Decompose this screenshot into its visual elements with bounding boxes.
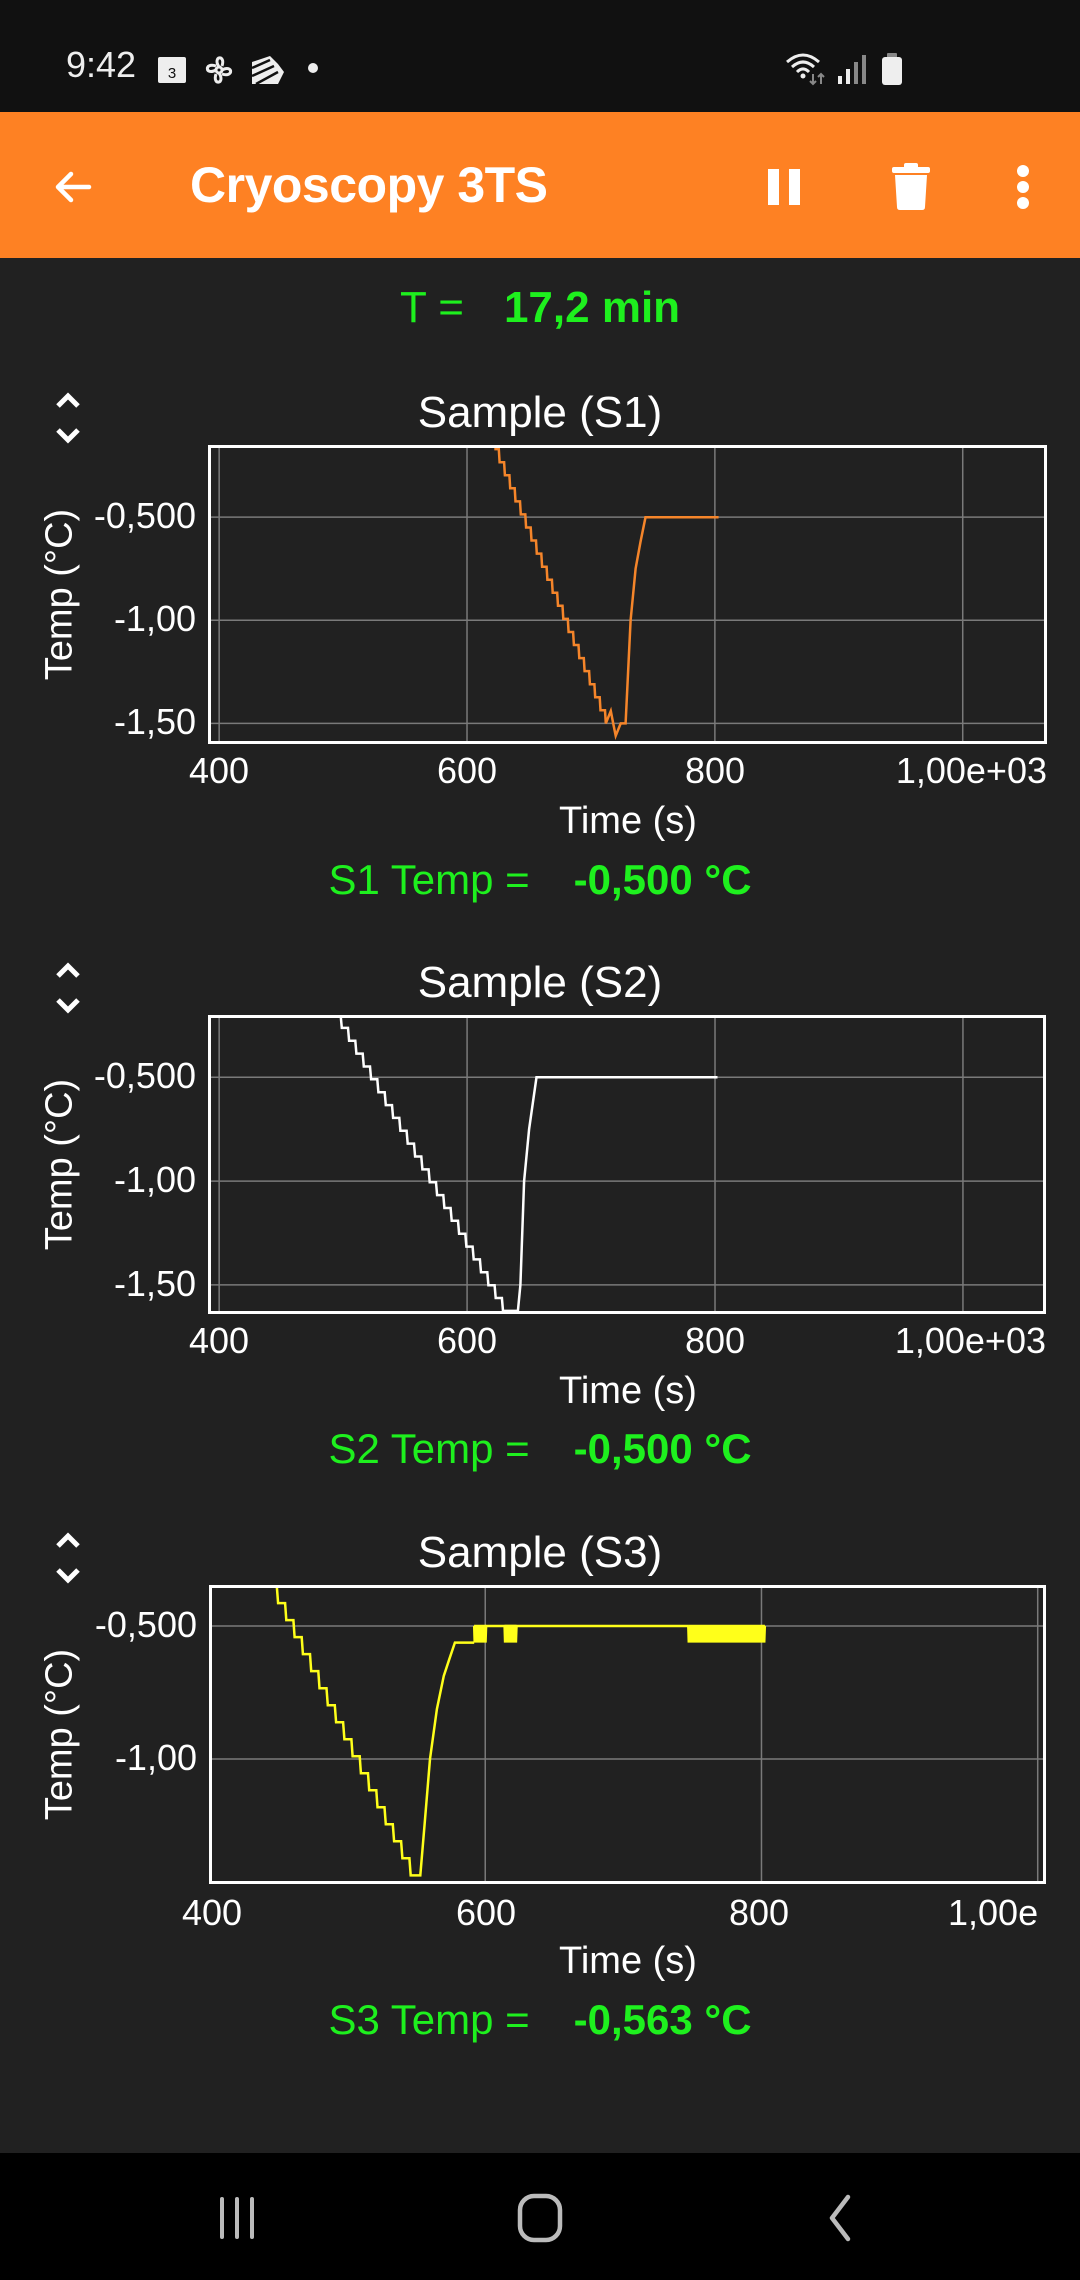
status-bar: 9:42 3 <box>0 0 1080 112</box>
x-tick-label: 800 <box>728 1892 790 1933</box>
elapsed-time-value: 17,2 min <box>503 283 681 332</box>
nav-back-icon <box>829 2194 851 2242</box>
y-tick-label: -1,50 <box>113 1263 196 1304</box>
svg-text:3: 3 <box>168 65 176 82</box>
temperature-trace <box>494 447 719 741</box>
more-options-button[interactable] <box>978 142 1068 232</box>
home-button[interactable] <box>480 2178 600 2258</box>
pause-button[interactable] <box>740 142 830 232</box>
delete-icon <box>892 163 930 210</box>
battery-icon <box>882 53 902 85</box>
chart-title: Sample (S3) <box>417 1528 663 1577</box>
x-tick-label: 600 <box>436 750 498 791</box>
x-tick-label: 400 <box>181 1892 243 1933</box>
plot-area[interactable] <box>209 1585 1046 1884</box>
temp-readout-s2: S2 Temp = -0,500 °C <box>0 1425 1080 1473</box>
x-tick-label: 600 <box>455 1892 517 1933</box>
more-vert-icon <box>1017 165 1029 209</box>
expand-collapse-toggle[interactable] <box>48 1530 88 1590</box>
expand-collapse-icon <box>56 962 80 1014</box>
expand-collapse-toggle[interactable] <box>48 960 88 1020</box>
temperature-trace <box>269 1585 475 1877</box>
fan-icon <box>205 56 233 84</box>
temp-readout-value: -0,563 °C <box>573 1996 752 2043</box>
back-button[interactable] <box>28 142 118 232</box>
expand-collapse-icon <box>56 1532 80 1584</box>
temperature-trace <box>334 1015 718 1313</box>
arrow-back-icon <box>55 171 92 203</box>
x-tick-label: 800 <box>684 1320 746 1361</box>
delete-button[interactable] <box>866 142 956 232</box>
chart-title: Sample (S1) <box>417 388 663 437</box>
plot-area[interactable] <box>208 445 1047 744</box>
notification-dot-icon <box>308 63 318 73</box>
plot-frame <box>208 1015 1046 1314</box>
calendar-icon: 3 <box>158 57 186 83</box>
plot-frame <box>208 445 1047 744</box>
temp-readout-label: S3 Temp = <box>328 1996 530 2043</box>
status-time: 9:42 <box>66 44 137 85</box>
temp-readout-label: S1 Temp = <box>328 856 530 903</box>
chart-title: Sample (S2) <box>417 958 663 1007</box>
expand-collapse-toggle[interactable] <box>48 390 88 450</box>
x-tick-label: 1,00e <box>948 1892 1039 1933</box>
y-tick-label: -0,500 <box>94 1604 197 1645</box>
y-tick-label: -0,500 <box>93 1055 196 1096</box>
elapsed-time: T = 17,2 min <box>0 283 1080 333</box>
x-axis-title: Time (s) <box>559 800 697 842</box>
x-tick-label: 400 <box>188 750 250 791</box>
elapsed-time-label: T = <box>399 283 464 332</box>
y-tick-label: -1,00 <box>113 598 196 639</box>
home-icon <box>517 2193 563 2243</box>
app-bar: Cryoscopy 3TS <box>0 112 1080 258</box>
recents-button[interactable] <box>177 2178 297 2258</box>
noise-trace <box>503 1624 518 1643</box>
noise-trace <box>687 1624 767 1643</box>
y-tick-label: -1,00 <box>114 1737 197 1778</box>
temp-readout-label: S2 Temp = <box>328 1425 530 1472</box>
system-nav-bar <box>0 2153 1080 2280</box>
x-tick-label: 600 <box>436 1320 498 1361</box>
expand-collapse-icon <box>56 392 80 444</box>
temp-readout-s3: S3 Temp = -0,563 °C <box>0 1996 1080 2044</box>
pause-icon <box>768 169 800 205</box>
noise-trace <box>472 1624 488 1643</box>
y-tick-label: -0,500 <box>93 495 196 536</box>
app-title: Cryoscopy 3TS <box>190 157 548 213</box>
plot-area[interactable] <box>208 1015 1046 1314</box>
x-tick-label: 400 <box>188 1320 250 1361</box>
x-axis-title: Time (s) <box>559 1940 697 1982</box>
x-tick-label: 800 <box>684 750 746 791</box>
y-tick-label: -1,00 <box>113 1159 196 1200</box>
recents-icon <box>220 2197 254 2239</box>
x-tick-label: 1,00e+03 <box>894 1320 1046 1361</box>
temp-readout-value: -0,500 °C <box>573 1425 752 1472</box>
signal-icon <box>838 55 866 84</box>
plot-frame <box>209 1585 1046 1884</box>
y-tick-label: -1,50 <box>113 701 196 742</box>
app-icon <box>251 56 284 86</box>
x-tick-label: 1,00e+03 <box>895 750 1047 791</box>
x-axis-title: Time (s) <box>559 1370 697 1412</box>
wifi-icon <box>786 53 825 86</box>
nav-back-button[interactable] <box>780 2178 900 2258</box>
temp-readout-value: -0,500 °C <box>573 856 752 903</box>
temp-readout-s1: S1 Temp = -0,500 °C <box>0 856 1080 904</box>
